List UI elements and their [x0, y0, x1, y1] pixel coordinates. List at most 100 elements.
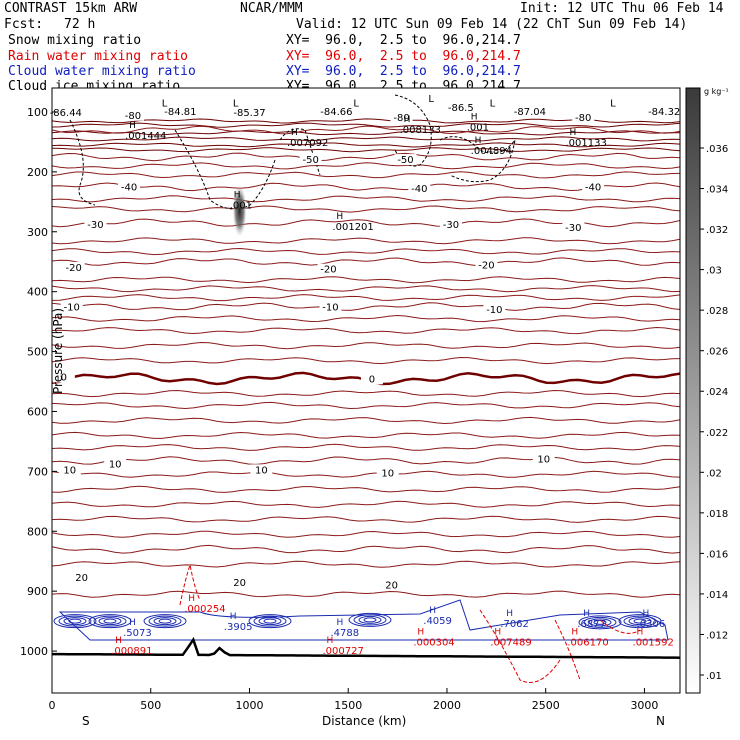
- cloud-water-max-marker: H: [429, 606, 436, 616]
- cloud-water-contour: [148, 615, 182, 627]
- cloud-water-max-marker: H: [643, 609, 650, 619]
- isotherm-label-bg: [562, 221, 585, 233]
- isotherm-line: [52, 443, 680, 451]
- isotherm-label: -80: [575, 113, 591, 124]
- y-axis-label: Pressure (hPa): [51, 308, 65, 394]
- isotherm-label: -80: [125, 111, 141, 122]
- isotherm-label-bg: [408, 182, 431, 194]
- tropopause-value: -84.32: [648, 107, 680, 118]
- isotherm-label-bg: [121, 109, 144, 121]
- isotherm-label-bg: [475, 259, 498, 271]
- rain-max-value: .000254: [184, 604, 225, 615]
- cloud-water-contour: [618, 614, 662, 629]
- y-tick-label: 400: [27, 286, 48, 299]
- isotherm-line--50: [52, 152, 680, 162]
- isotherm-line--20: [52, 257, 680, 267]
- isotherm-label-bg: [70, 572, 93, 584]
- isotherm-line--10: [52, 302, 680, 311]
- isotherm-line: [52, 171, 680, 179]
- low-marker: L: [490, 99, 496, 110]
- isotherm-label: -40: [121, 183, 137, 194]
- isotherm-label-bg: [319, 301, 342, 313]
- colorbar: [685, 87, 701, 694]
- cloud-water-contour: [63, 617, 87, 626]
- isotherm-label: 10: [537, 455, 550, 466]
- cloud-water-contour: [88, 614, 132, 629]
- cloud-water-contour: [143, 614, 187, 629]
- isotherm-label-bg: [104, 458, 127, 470]
- cloud-water-max-marker: H: [129, 618, 136, 628]
- rain-max-value: .006170: [567, 638, 608, 649]
- isotherm-label-bg: [483, 303, 506, 315]
- isotherm-label: -40: [411, 184, 427, 195]
- cloud-water-max-value: .3905: [224, 622, 253, 633]
- snow-max-value: .008133: [400, 125, 441, 136]
- isotherm-label-bg: [62, 261, 85, 273]
- colorbar-tick-label: .014: [706, 590, 728, 601]
- isotherm-line: [52, 142, 680, 148]
- cloud-water-max-value: .5073: [123, 628, 152, 639]
- terrain-line: [52, 636, 680, 659]
- snow-max-marker: H: [129, 121, 136, 131]
- cloud-water-max-value: .4788: [330, 628, 359, 639]
- cloud-water-max-value: .7062: [500, 619, 529, 630]
- cloud-water-contour: [628, 617, 652, 626]
- rain-max-value: .000727: [322, 646, 363, 657]
- rain-max-marker: H: [188, 594, 195, 604]
- rain-max-value: .000891: [111, 646, 152, 657]
- x-tick-label: 1500: [334, 699, 362, 712]
- colorbar-tick-label: .034: [706, 185, 728, 196]
- cloud-water-max-marker: H: [336, 618, 343, 628]
- isotherm-label: 20: [233, 578, 246, 589]
- isotherm-line: [52, 122, 680, 128]
- y-tick-label: 100: [27, 106, 48, 119]
- isotherm-line: [52, 485, 680, 493]
- isotherm-line: [52, 356, 680, 365]
- isotherm-label-bg: [394, 154, 417, 166]
- isotherm-line: [52, 237, 680, 245]
- init-time: Init: 12 UTC Thu 06 Feb 14: [520, 1, 724, 16]
- isotherm-label-bg: [317, 263, 340, 275]
- y-tick-label: 800: [27, 525, 48, 538]
- tropopause-value: -85.37: [233, 108, 265, 119]
- rain-max-value: .007489: [490, 638, 531, 649]
- field-label-cloud-water: Cloud water mixing ratio: [8, 64, 196, 79]
- y-tick-label: 500: [27, 346, 48, 359]
- isotherm-label-bg: [439, 218, 462, 230]
- colorbar-tick-label: .012: [706, 630, 728, 641]
- isotherm-label-bg: [228, 576, 251, 588]
- cloud-water-contour: [633, 618, 647, 624]
- snow-max-value: .007092: [287, 138, 328, 149]
- cloud-water-contour: [158, 618, 172, 624]
- rain-max-marker: H: [417, 628, 424, 638]
- snow-max-value: .001444: [125, 131, 166, 142]
- isotherm-line: [52, 389, 680, 398]
- low-marker: L: [428, 94, 434, 105]
- snow-max-marker: H: [404, 115, 411, 125]
- isotherm-label: -30: [87, 220, 103, 231]
- colorbar-tick-label: .024: [706, 387, 728, 398]
- isotherm-label-bg: [52, 371, 75, 383]
- snow-max-value: .001133: [565, 138, 606, 149]
- cloud-water-max-marker: H: [506, 609, 513, 619]
- cloud-water-contour: [248, 614, 292, 629]
- colorbar-tick-label: .01: [706, 671, 722, 682]
- cloud-water-envelope: [58, 599, 669, 641]
- cloud-water-contour: [348, 612, 392, 627]
- isotherm-line: [52, 147, 680, 153]
- isotherm-line: [52, 285, 680, 293]
- cloud-water-contour: [623, 615, 657, 627]
- cloud-water-contour: [578, 615, 622, 630]
- isotherm-line: [52, 130, 680, 136]
- isotherm-line: [52, 560, 680, 568]
- cloud-water-contour: [363, 617, 377, 623]
- isotherm-label: -20: [478, 261, 494, 272]
- cloud-water-contour: [68, 618, 82, 624]
- snow-max-value: .004894: [471, 146, 512, 157]
- isotherm-label: -10: [64, 302, 80, 313]
- isotherm-label: 0: [369, 374, 375, 385]
- rain-max-value: .000304: [413, 638, 454, 649]
- colorbar-tick-label: .028: [706, 306, 728, 317]
- isotherm-label-bg: [84, 218, 107, 230]
- cloud-water-contour: [358, 615, 382, 624]
